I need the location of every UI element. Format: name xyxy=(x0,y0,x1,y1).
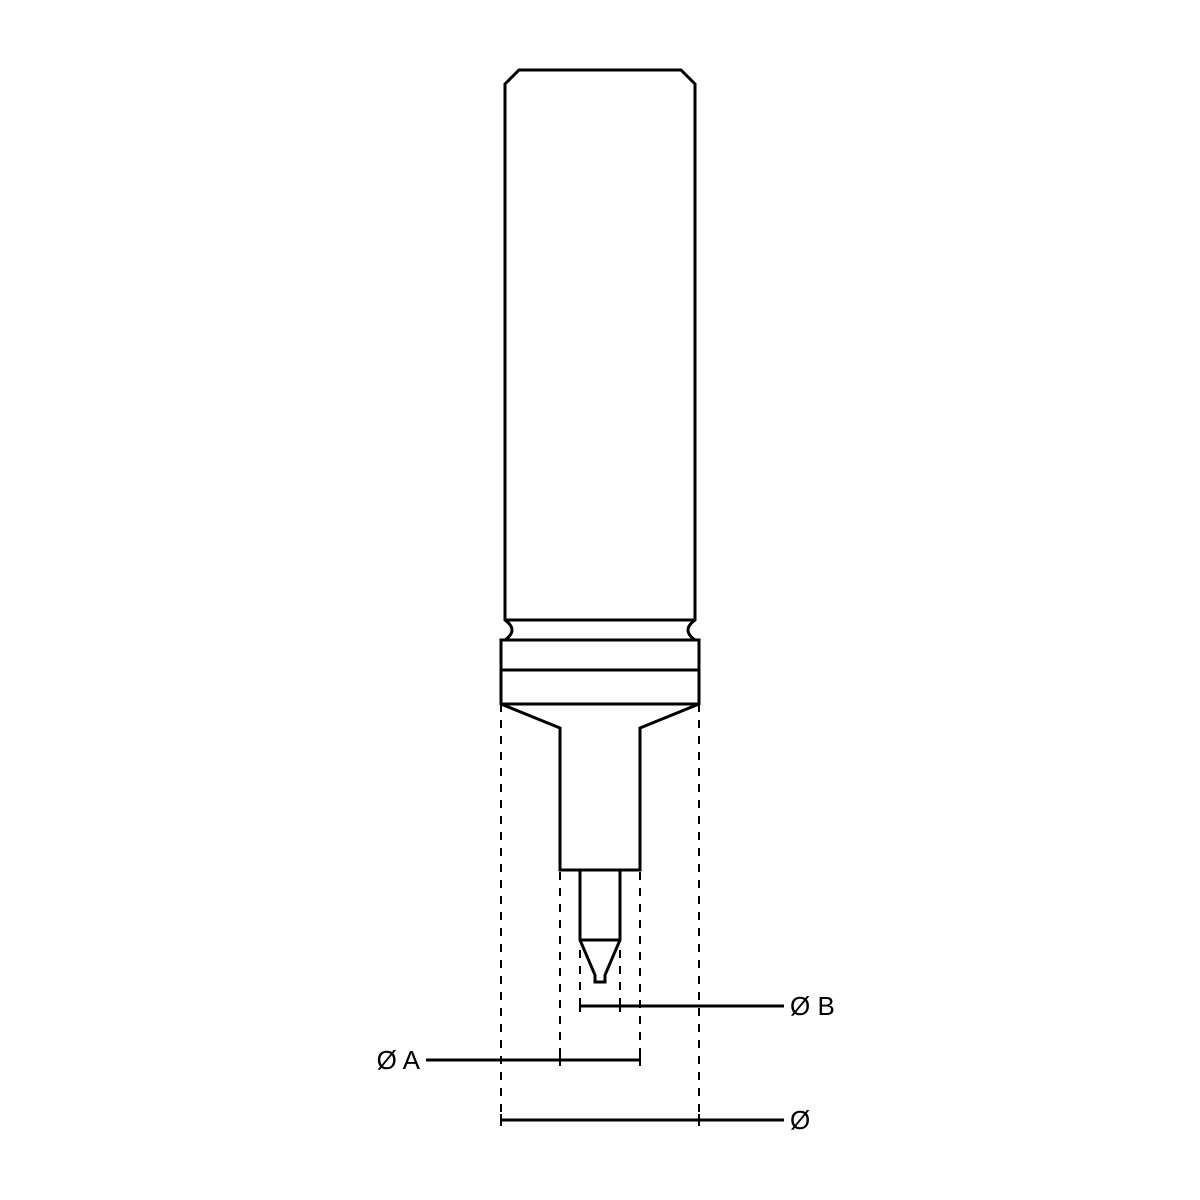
extension-lines xyxy=(501,704,699,1120)
diameter-a-label: Ø A xyxy=(377,1045,421,1075)
tool-outline xyxy=(501,70,699,982)
diameter-label: Ø xyxy=(790,1105,810,1135)
diameter-b-label: Ø B xyxy=(790,991,835,1021)
dimension-callouts xyxy=(426,1000,784,1126)
punch-tool-diagram: Ø B Ø A Ø xyxy=(0,0,1200,1200)
